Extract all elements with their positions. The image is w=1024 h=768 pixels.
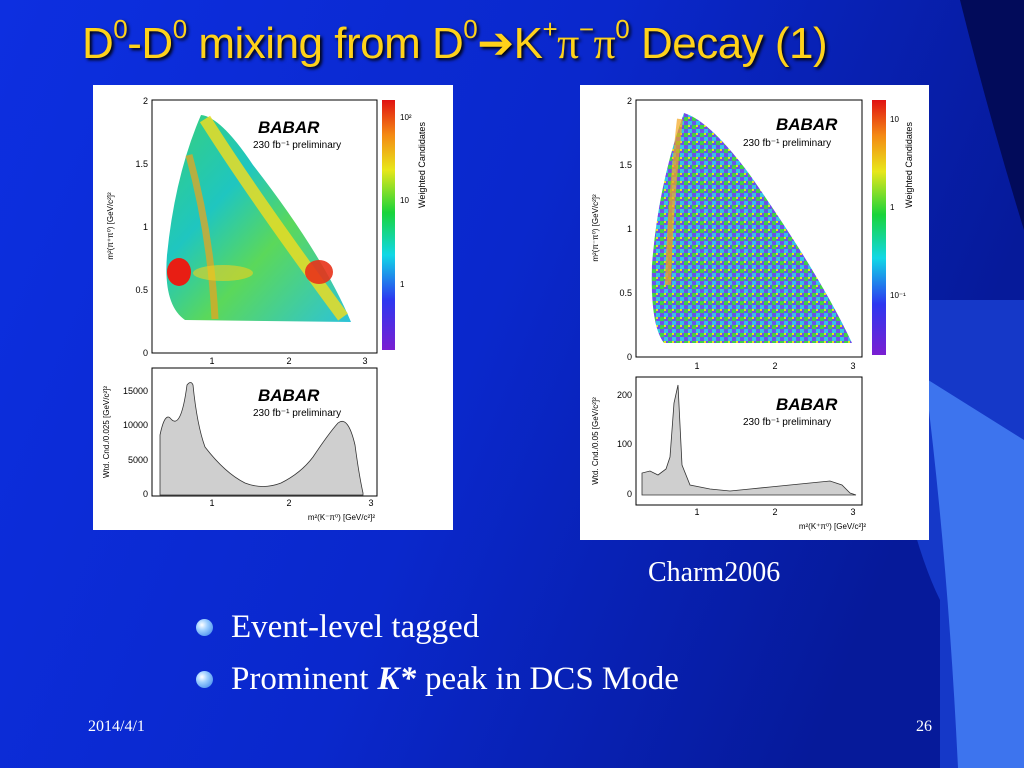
svg-text:0: 0 xyxy=(143,489,148,499)
figure-caption: Charm2006 xyxy=(648,557,781,588)
decorative-dark-wedge xyxy=(960,0,1024,230)
svg-text:5000: 5000 xyxy=(128,455,148,465)
svg-text:BABAR: BABAR xyxy=(776,395,838,414)
svg-text:230 fb⁻¹ preliminary: 230 fb⁻¹ preliminary xyxy=(253,408,341,419)
svg-text:10000: 10000 xyxy=(123,420,148,430)
proj-ylabel-left: Wtd. Cnd./0.025 [GeV/c²]² xyxy=(102,386,111,478)
bullet-item: Prominent K* peak in DCS Mode xyxy=(196,653,679,705)
svg-text:1.5: 1.5 xyxy=(619,160,632,170)
colorbar-label-right: Weighted Candidates xyxy=(904,122,914,208)
svg-text:10: 10 xyxy=(890,115,899,124)
svg-text:1: 1 xyxy=(209,498,214,508)
left-figure-panel: 0 0.5 1 1.5 2 1 2 3 m²(π⁺π⁰) [GeV/c²]² B… xyxy=(93,85,453,530)
bullet-text: Prominent xyxy=(231,661,369,697)
dalitz-ylabel-left: m²(π⁺π⁰) [GeV/c²]² xyxy=(106,192,115,260)
svg-text:2: 2 xyxy=(143,96,148,106)
svg-text:0: 0 xyxy=(627,352,632,362)
right-figure: 0 0.5 1 1.5 2 1 2 3 m²(π⁻π⁰) [GeV/c²]² B… xyxy=(591,96,914,531)
svg-text:1.5: 1.5 xyxy=(135,159,148,169)
svg-text:230 fb⁻¹ preliminary: 230 fb⁻¹ preliminary xyxy=(253,140,341,151)
dalitz-ylabel-right: m²(π⁻π⁰) [GeV/c²]² xyxy=(591,194,600,262)
svg-text:0.5: 0.5 xyxy=(135,285,148,295)
svg-text:1: 1 xyxy=(209,356,214,366)
bullet-text: peak in DCS Mode xyxy=(425,661,679,697)
svg-text:230 fb⁻¹ preliminary: 230 fb⁻¹ preliminary xyxy=(743,138,831,149)
footer-date: 2014/4/1 xyxy=(88,718,145,735)
svg-text:3: 3 xyxy=(850,507,855,517)
proj-xlabel-left: m²(K⁻π⁰) [GeV/c²]² xyxy=(308,513,376,522)
colorbar-left xyxy=(382,100,395,350)
proj-xlabel-right: m²(K⁺π⁰) [GeV/c²]² xyxy=(799,522,867,531)
svg-text:BABAR: BABAR xyxy=(776,115,838,134)
right-figure-panel: 0 0.5 1 1.5 2 1 2 3 m²(π⁻π⁰) [GeV/c²]² B… xyxy=(580,85,929,540)
dalitz-region-right xyxy=(651,113,852,343)
svg-text:2: 2 xyxy=(772,507,777,517)
bullet-emphasis: K* xyxy=(377,661,417,697)
bullet-item: Event-level tagged xyxy=(196,601,679,653)
svg-text:15000: 15000 xyxy=(123,386,148,396)
svg-text:3: 3 xyxy=(368,498,373,508)
bullet-dot-icon xyxy=(196,618,213,636)
colorbar-label-left: Weighted Candidates xyxy=(417,122,427,208)
svg-text:230 fb⁻¹ preliminary: 230 fb⁻¹ preliminary xyxy=(743,417,831,428)
decorative-shape xyxy=(925,378,1024,768)
svg-text:2: 2 xyxy=(286,498,291,508)
svg-text:1: 1 xyxy=(890,203,895,212)
svg-text:BABAR: BABAR xyxy=(258,386,320,405)
resonance-band-left xyxy=(199,115,348,321)
svg-text:0: 0 xyxy=(627,489,632,499)
bullet-list: Event-level tagged Prominent K* peak in … xyxy=(196,601,679,705)
svg-text:1: 1 xyxy=(694,361,699,371)
projection-hist-left xyxy=(159,382,364,496)
svg-text:200: 200 xyxy=(617,390,632,400)
proj-ylabel-right: Wtd. Cnd./0.05 [GeV/c²]² xyxy=(591,397,600,485)
svg-text:0.5: 0.5 xyxy=(619,288,632,298)
svg-text:3: 3 xyxy=(850,361,855,371)
bullet-text: Event-level tagged xyxy=(231,609,480,645)
hotspot-left-1 xyxy=(167,258,191,286)
svg-text:2: 2 xyxy=(627,96,632,106)
slide-number: 26 xyxy=(916,718,932,735)
hotspot-left-2 xyxy=(305,260,333,284)
svg-text:0: 0 xyxy=(143,348,148,358)
svg-text:3: 3 xyxy=(362,356,367,366)
svg-text:2: 2 xyxy=(286,356,291,366)
svg-text:1: 1 xyxy=(400,280,405,289)
projection-hist-right xyxy=(641,384,857,496)
babar-logo: BABAR xyxy=(258,118,320,137)
svg-text:10⁻¹: 10⁻¹ xyxy=(890,291,906,300)
arrow-icon: ➔ xyxy=(477,19,514,68)
left-figure: 0 0.5 1 1.5 2 1 2 3 m²(π⁺π⁰) [GeV/c²]² B… xyxy=(102,96,427,522)
svg-text:1: 1 xyxy=(627,224,632,234)
svg-text:2: 2 xyxy=(772,361,777,371)
svg-text:10: 10 xyxy=(400,196,409,205)
svg-text:100: 100 xyxy=(617,439,632,449)
colorbar-right xyxy=(872,100,886,355)
slide-title: D0-D0 mixing from D0➔K+π−π0 Decay (1) xyxy=(82,14,828,68)
bullet-dot-icon xyxy=(196,670,213,688)
svg-text:1: 1 xyxy=(694,507,699,517)
svg-text:1: 1 xyxy=(143,222,148,232)
svg-text:10²: 10² xyxy=(400,113,412,122)
